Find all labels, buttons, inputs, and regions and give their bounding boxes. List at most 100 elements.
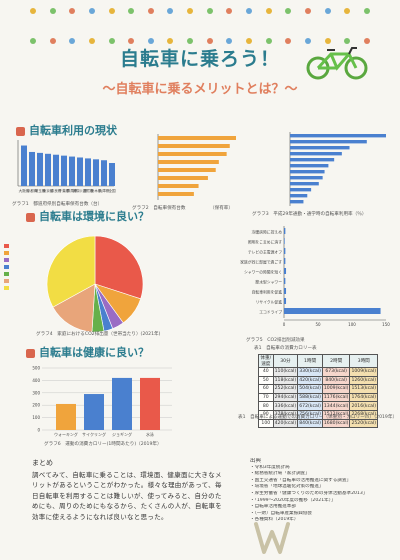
legend-swatch — [4, 272, 9, 276]
table-cell: 110(kcal) — [272, 367, 299, 377]
caption-g1: グラフ1 都道府県別自転車保有台数（台） — [12, 202, 103, 207]
bar — [284, 278, 286, 284]
section-environment-label: 自転車は環境に良い？ — [39, 210, 149, 223]
bar — [284, 228, 286, 234]
bar — [158, 184, 199, 188]
section-marker-icon — [26, 212, 35, 222]
table-header-cell: 体重/速度 — [258, 354, 274, 368]
table-note: 表1 自転車による運動での消費カロリー（体重別・カロリー/h）（2019年） — [238, 415, 398, 420]
chart-exercise-calories: 0 100 200 300 400 500 ウォーキング サイクリング ジョギング 水泳 — [32, 366, 172, 437]
bar — [284, 238, 285, 244]
reference-line: ・「1999～2020年度の推移（2021年）」 — [250, 497, 336, 503]
table-cell: 588(kcal) — [297, 392, 323, 403]
section-usage-label: 自転車利用の現状 — [29, 124, 117, 137]
bar — [158, 144, 230, 148]
bar — [93, 159, 99, 186]
table-cell: 70 — [258, 392, 274, 403]
decor-dot — [167, 8, 174, 14]
chart-co2-reduction: 冷暖房時に控えめ照明をこまめに消すテレビの主電源オフ家族が同じ部屋で過ごすシャワ… — [240, 226, 390, 327]
bar — [77, 157, 83, 186]
reference-line: ・総務省統計局「家計調査」 — [250, 471, 310, 477]
y-tick-label: 0 — [37, 428, 40, 433]
caption-g5: グラフ5 CO2排出削減効果 — [246, 338, 305, 343]
table-cell: 252(kcal) — [272, 384, 299, 394]
reference-line: ・（一財）自転車産業振興協会 — [250, 510, 313, 516]
tick-label: 神奈川県 — [73, 188, 88, 193]
decor-dot — [69, 8, 76, 14]
table-cell: 330(kcal) — [297, 367, 323, 377]
tick-label: 埼玉県 — [35, 188, 46, 193]
calorie-table: 体重/速度 30分 1時間 2時間 3時間 40 110(kcal) 330(kcal) 673… — [258, 354, 378, 429]
decor-dot — [344, 8, 351, 14]
table-cell: 60 — [258, 384, 274, 394]
decor-dot — [187, 8, 194, 14]
bar — [56, 403, 76, 430]
bar — [290, 170, 325, 174]
caption-g6: グラフ6 運動の消費カロリー(1時間あたり)（2019年） — [44, 442, 162, 447]
table-cell: 1764(kcal) — [349, 392, 378, 403]
legend-swatch — [4, 244, 9, 248]
decor-dot — [226, 8, 233, 14]
bar — [85, 158, 91, 186]
bar — [290, 134, 386, 138]
legend-swatch — [4, 286, 9, 290]
bar — [158, 160, 219, 164]
decor-dot — [108, 38, 115, 44]
bar — [37, 152, 43, 186]
decor-dot — [246, 8, 253, 14]
table-cell: 2016(kcal) — [349, 401, 378, 411]
tick-label: 大阪府 — [19, 188, 30, 193]
table-cell: 1513(kcal) — [349, 384, 378, 394]
x-tick-label: 100 — [348, 322, 356, 327]
y-tick-label: 300 — [32, 390, 40, 395]
reference-line: ・国土交通省「自転車の活用推進に関する調査」 — [250, 477, 352, 483]
bar — [84, 394, 104, 430]
decor-dot — [108, 8, 115, 14]
bar — [101, 160, 107, 186]
summary-heading: まとめ — [32, 459, 53, 467]
y-tick-label: 400 — [32, 378, 40, 383]
bar — [290, 194, 308, 198]
tick-label: 家族が同じ部屋で過ごす — [240, 260, 282, 265]
table-cell: 840(kcal) — [297, 418, 323, 429]
bar — [290, 176, 323, 180]
decor-dot — [304, 8, 311, 14]
bar — [158, 152, 227, 156]
section-health-heading: 自転車は健康に良い？ — [26, 344, 149, 360]
bicycle-icon — [306, 47, 368, 80]
bar — [158, 192, 194, 196]
bar — [290, 188, 312, 192]
references-block: 出典 ・令和3年度統計局 ・総務省統計局「家計調査」 ・国土交通省「自転車の活用推進… — [250, 458, 384, 524]
bar — [290, 158, 335, 162]
decor-dot — [147, 38, 154, 44]
bar — [284, 288, 287, 294]
reference-line: ・令和3年度統計局 — [250, 464, 290, 470]
y-tick-label: 500 — [32, 366, 40, 371]
chart-household-co2-pie — [4, 235, 144, 333]
section-health-label: 自転車は健康に良い？ — [39, 346, 149, 359]
bar — [290, 200, 304, 204]
tick-label: ウォーキング — [54, 431, 78, 437]
table-cell: 80 — [258, 401, 274, 411]
bar — [53, 154, 59, 186]
reference-line: ・自転車活用推進本部 — [250, 504, 296, 510]
table-cell: 50 — [258, 375, 274, 386]
pie-slice — [52, 283, 96, 333]
bar — [284, 268, 287, 274]
tick-label: 栃木県 — [91, 188, 102, 193]
caption-g2b: （保有率） — [210, 206, 233, 211]
bar — [61, 155, 67, 186]
x-tick-label: 50 — [315, 322, 321, 327]
decor-dot — [324, 38, 331, 44]
table-cell: 1009(kcal) — [321, 384, 351, 394]
table-cell: 2520(kcal) — [349, 418, 378, 429]
decor-dot — [128, 8, 135, 14]
tick-label: リサイクル促進 — [256, 300, 283, 305]
table-row: 50 118(kcal) 420(kcal) 840(kcal) 1260(kcal) — [258, 375, 378, 386]
x-tick-label: 0 — [283, 322, 286, 327]
table-cell: 40 — [258, 367, 274, 377]
table-cell: 1344(kcal) — [321, 401, 351, 411]
pie-slice — [46, 235, 96, 308]
decor-dot — [363, 38, 370, 44]
bar — [290, 140, 367, 144]
